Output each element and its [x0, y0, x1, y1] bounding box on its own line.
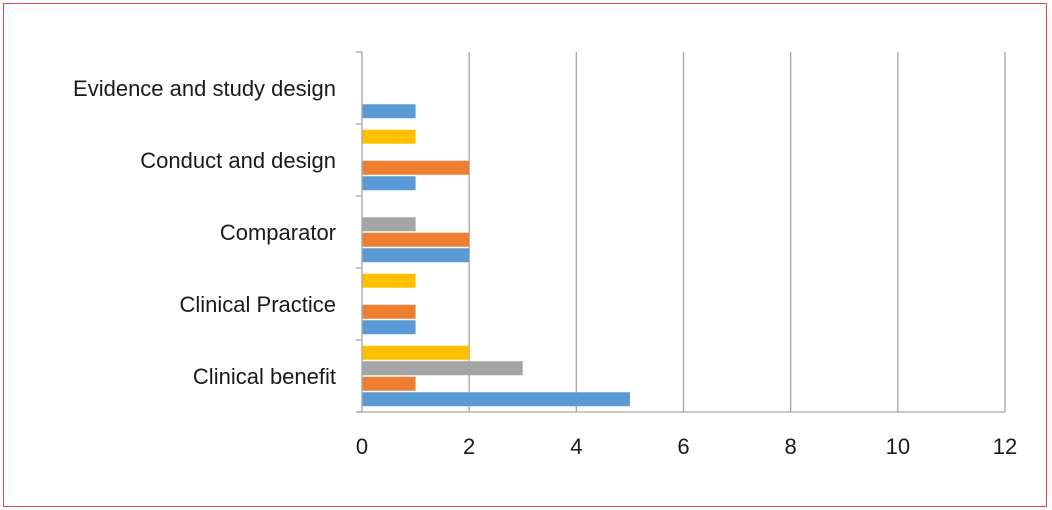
bar-conduct-and-design-series-2 — [362, 160, 470, 175]
bar-clinical-benefit-series-2 — [362, 376, 416, 391]
x-tick-label-6: 6 — [677, 434, 689, 459]
bar-clinical-benefit-series-1 — [362, 392, 630, 407]
labels: 0 2 4 6 8 10 12 Clinical benefit Clinical Practi… — [73, 76, 1017, 459]
bar-clinical-benefit-series-4 — [362, 345, 470, 360]
gridlines — [468, 52, 1006, 412]
bar-comparator-series-1 — [362, 248, 470, 263]
x-tick-label-10: 10 — [886, 434, 910, 459]
bars — [362, 104, 630, 407]
bar-clinical-practice-series-1 — [362, 320, 416, 335]
bar-conduct-and-design-series-4 — [362, 129, 416, 144]
bar-clinical-practice-series-2 — [362, 304, 416, 319]
bar-clinical-practice-series-4 — [362, 273, 416, 288]
category-label-clinical-practice: Clinical Practice — [180, 292, 337, 317]
category-label-clinical-benefit: Clinical benefit — [193, 364, 336, 389]
bar-clinical-benefit-series-3 — [362, 361, 523, 376]
bar-comparator-series-3 — [362, 217, 416, 232]
figure-frame — [3, 3, 1047, 507]
x-tick-label-2: 2 — [463, 434, 475, 459]
bar-comparator-series-2 — [362, 232, 470, 247]
bar-evidence-and-study-design-series-1 — [362, 104, 416, 119]
x-tick-label-8: 8 — [785, 434, 797, 459]
axes — [356, 51, 1005, 413]
x-tick-label-4: 4 — [570, 434, 582, 459]
x-tick-label-0: 0 — [356, 434, 368, 459]
category-label-conduct-and-design: Conduct and design — [140, 148, 336, 173]
x-tick-label-12: 12 — [993, 434, 1017, 459]
category-label-comparator: Comparator — [220, 220, 336, 245]
category-label-evidence-and-study-design: Evidence and study design — [73, 76, 336, 101]
bar-conduct-and-design-series-1 — [362, 176, 416, 191]
